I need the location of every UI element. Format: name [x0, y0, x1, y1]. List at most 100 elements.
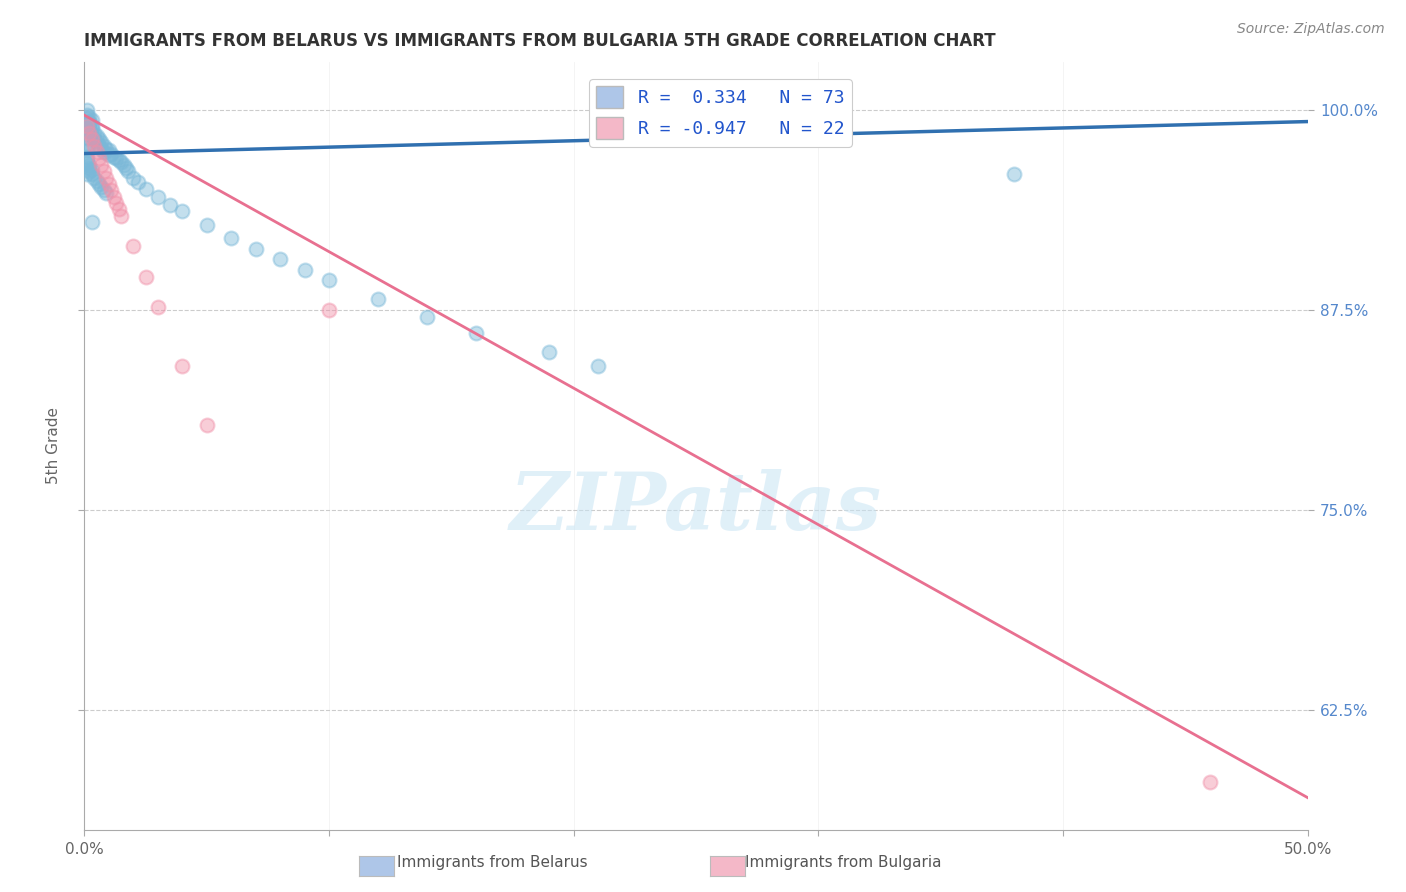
Point	[76, 108, 98, 122]
Point	[80, 128, 103, 142]
Point	[90, 158, 112, 172]
Point	[80, 215, 103, 229]
Text: ZIPatlas: ZIPatlas	[510, 468, 882, 546]
Point	[80, 167, 103, 181]
Point	[172, 359, 194, 373]
Point	[80, 112, 103, 127]
Point	[86, 136, 108, 150]
Text: Immigrants from Bulgaria: Immigrants from Bulgaria	[745, 855, 942, 870]
Point	[77, 158, 100, 172]
Point	[83, 132, 105, 146]
Point	[93, 145, 115, 159]
Point	[195, 418, 218, 433]
Point	[87, 138, 110, 153]
Point	[96, 170, 118, 185]
Point	[538, 344, 561, 359]
Point	[90, 180, 112, 194]
Point	[1198, 774, 1220, 789]
Point	[77, 122, 100, 136]
Point	[93, 164, 115, 178]
Point	[318, 273, 340, 287]
Point	[586, 359, 609, 373]
Point	[135, 269, 157, 284]
Point	[117, 164, 139, 178]
Text: IMMIGRANTS FROM BELARUS VS IMMIGRANTS FROM BULGARIA 5TH GRADE CORRELATION CHART: IMMIGRANTS FROM BELARUS VS IMMIGRANTS FR…	[84, 32, 995, 50]
Text: Source: ZipAtlas.com: Source: ZipAtlas.com	[1237, 22, 1385, 37]
Point	[77, 110, 100, 124]
Point	[115, 161, 138, 175]
Point	[122, 239, 145, 253]
Point	[77, 116, 100, 130]
Point	[172, 204, 194, 219]
Point	[97, 144, 120, 158]
Point	[127, 175, 149, 189]
Legend: R =  0.334   N = 73, R = -0.947   N = 22: R = 0.334 N = 73, R = -0.947 N = 22	[589, 79, 852, 146]
Point	[96, 186, 118, 201]
Point	[76, 136, 98, 151]
Point	[122, 170, 145, 185]
Point	[146, 300, 169, 314]
Point	[86, 174, 108, 188]
Point	[1002, 167, 1025, 181]
Point	[80, 120, 103, 135]
Point	[146, 190, 169, 204]
Point	[416, 310, 439, 324]
Point	[110, 154, 132, 169]
Y-axis label: 5th Grade: 5th Grade	[46, 408, 60, 484]
Point	[76, 150, 98, 164]
Point	[80, 118, 103, 132]
Point	[77, 114, 100, 128]
Point	[318, 303, 340, 318]
Point	[107, 153, 129, 167]
Point	[195, 219, 218, 233]
Point	[83, 170, 105, 185]
Point	[96, 142, 118, 156]
Point	[87, 132, 110, 146]
Point	[100, 146, 122, 161]
Point	[86, 128, 108, 143]
Point	[97, 148, 120, 162]
Point	[80, 132, 103, 146]
Point	[105, 196, 128, 211]
Point	[77, 161, 100, 175]
Point	[77, 126, 100, 140]
Point	[76, 130, 98, 145]
Point	[112, 158, 135, 172]
Point	[93, 138, 115, 153]
Point	[135, 182, 157, 196]
Point	[87, 177, 110, 191]
Point	[367, 292, 389, 306]
Point	[294, 263, 316, 277]
Point	[76, 167, 98, 181]
Point	[100, 183, 122, 197]
Point	[90, 142, 112, 156]
Point	[83, 126, 105, 140]
Point	[93, 183, 115, 197]
Point	[76, 144, 98, 158]
Point	[107, 202, 129, 217]
Text: Immigrants from Belarus: Immigrants from Belarus	[396, 855, 588, 870]
Point	[86, 145, 108, 159]
Point	[90, 136, 112, 150]
Point	[464, 326, 486, 340]
Point	[83, 138, 105, 153]
Point	[80, 162, 103, 177]
Point	[76, 156, 98, 170]
Point	[76, 112, 98, 126]
Point	[87, 152, 110, 166]
Point	[76, 140, 98, 154]
Point	[219, 231, 242, 245]
Point	[77, 120, 100, 135]
Point	[77, 164, 100, 178]
Point	[159, 197, 181, 211]
Point	[76, 153, 98, 167]
Point	[76, 124, 98, 138]
Point	[269, 252, 291, 266]
Point	[105, 152, 128, 166]
Point	[97, 177, 120, 191]
Point	[76, 103, 98, 118]
Point	[76, 120, 98, 134]
Point	[110, 209, 132, 223]
Point	[103, 190, 125, 204]
Point	[103, 150, 125, 164]
